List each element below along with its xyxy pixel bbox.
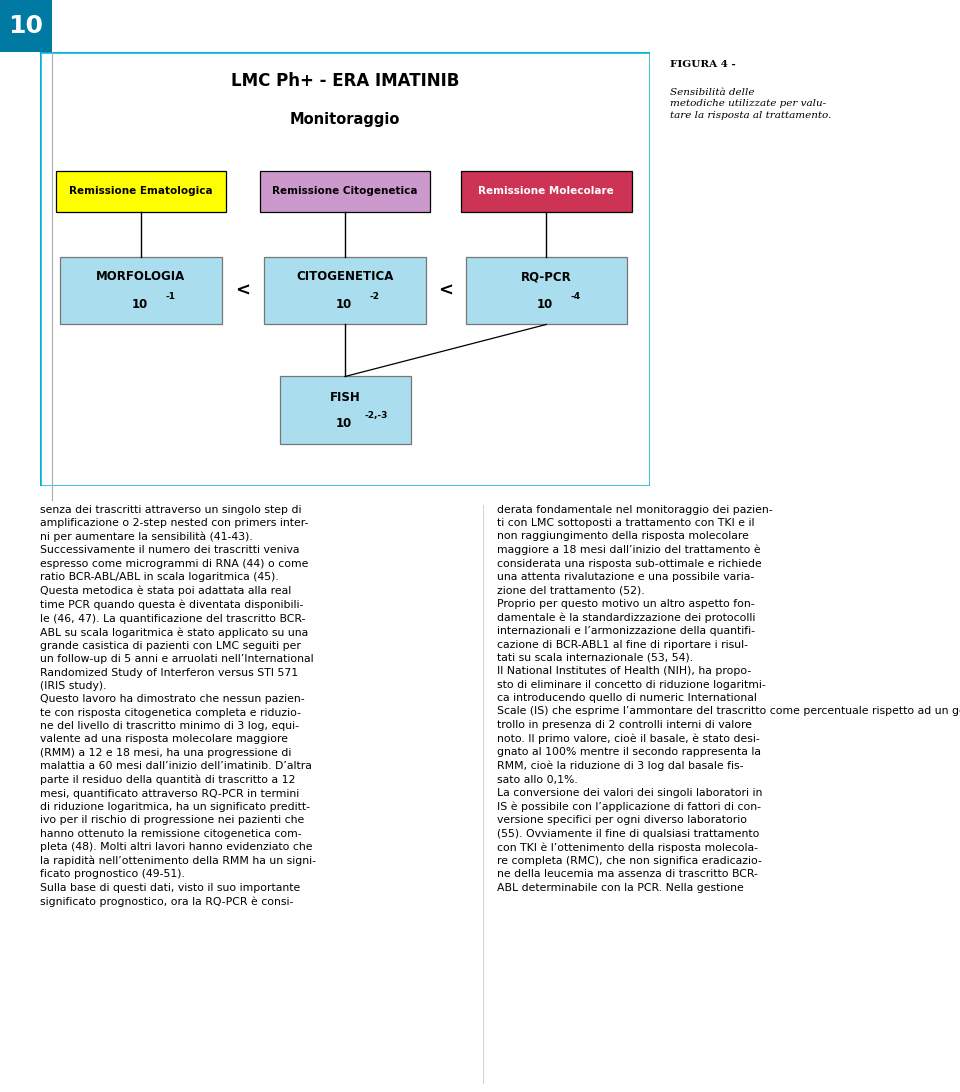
Text: RQ-PCR: RQ-PCR	[521, 271, 571, 284]
Bar	[56, 170, 227, 212]
Text: Monitoraggio: Monitoraggio	[290, 112, 400, 127]
Bar	[466, 258, 627, 324]
Text: <: <	[438, 282, 453, 300]
Bar	[260, 170, 430, 212]
Text: -4: -4	[570, 292, 581, 300]
Text: Remissione Molecolare: Remissione Molecolare	[478, 186, 614, 197]
Text: FISH: FISH	[329, 391, 361, 404]
Text: Seminari di Ematologia Oncologica: Seminari di Ematologia Oncologica	[66, 16, 475, 36]
Text: LMC Ph+ - ERA IMATINIB: LMC Ph+ - ERA IMATINIB	[231, 72, 459, 90]
Text: Sensibilità delle
metodiche utilizzate per valu-
tare la risposta al trattamento: Sensibilità delle metodiche utilizzate p…	[670, 87, 831, 120]
Bar	[60, 258, 222, 324]
Text: 10: 10	[336, 298, 352, 311]
Text: 10: 10	[9, 14, 43, 38]
Text: 10: 10	[336, 417, 352, 430]
Bar	[461, 170, 632, 212]
Text: senza dei trascritti attraverso un singolo step di
amplificazione o 2-step neste: senza dei trascritti attraverso un singo…	[40, 505, 317, 907]
Text: Remissione Ematologica: Remissione Ematologica	[69, 186, 213, 197]
Text: CITOGENETICA: CITOGENETICA	[297, 271, 394, 284]
Text: FIGURA 4 -: FIGURA 4 -	[670, 60, 739, 69]
Text: <: <	[235, 282, 251, 300]
Text: derata fondamentale nel monitoraggio dei pazien-
ti con LMC sottoposti a trattam: derata fondamentale nel monitoraggio dei…	[497, 505, 960, 893]
Bar	[264, 258, 426, 324]
Text: 10: 10	[132, 298, 148, 311]
Bar	[0, 0, 52, 52]
Bar	[279, 377, 411, 443]
Text: 10: 10	[537, 298, 553, 311]
Text: -2,-3: -2,-3	[365, 411, 388, 419]
Text: -2: -2	[370, 292, 379, 300]
Text: -1: -1	[165, 292, 176, 300]
Text: MORFOLOGIA: MORFOLOGIA	[96, 271, 185, 284]
Text: Remissione Citogenetica: Remissione Citogenetica	[273, 186, 418, 197]
